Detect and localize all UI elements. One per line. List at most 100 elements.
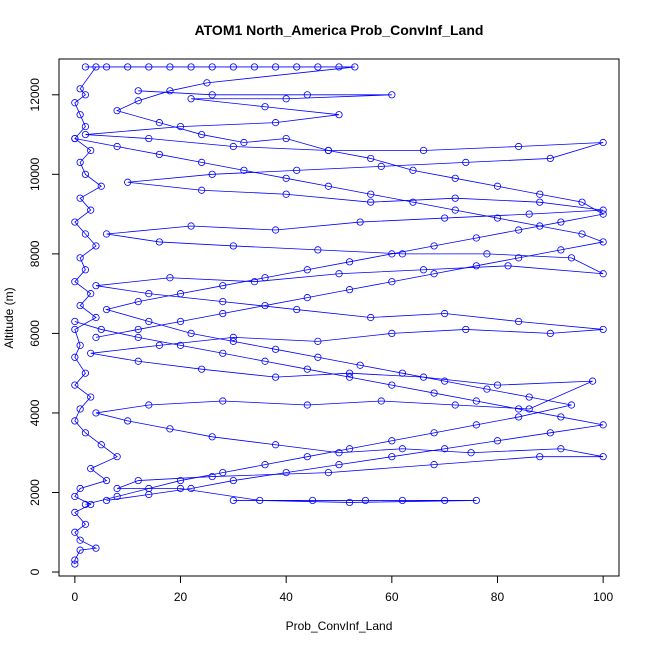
data-point: [97, 441, 105, 449]
data-point: [176, 290, 185, 298]
data-point: [493, 182, 502, 190]
data-point: [155, 238, 163, 246]
data-point: [102, 305, 111, 314]
data-point: [81, 369, 90, 377]
y-tick-label: 0: [28, 568, 42, 575]
data-point: [546, 429, 554, 437]
data-point: [462, 325, 470, 334]
data-point: [81, 500, 90, 509]
data-point: [546, 329, 554, 338]
data-point: [599, 325, 607, 334]
y-axis: 0 2000 4000 6000 8000 10000 12000: [28, 78, 59, 575]
data-point: [76, 341, 84, 349]
data-point: [261, 274, 269, 282]
data-point: [145, 290, 153, 298]
data-point: [97, 182, 105, 190]
data-point: [451, 206, 459, 214]
data-point: [208, 91, 216, 99]
data-point: [76, 194, 84, 202]
data-point: [345, 445, 354, 453]
data-point: [187, 95, 195, 103]
data-point: [124, 417, 132, 425]
data-point: [441, 496, 449, 505]
data-point: [303, 294, 311, 302]
data-point: [493, 437, 502, 445]
data-point: [515, 413, 523, 421]
data-point: [71, 508, 79, 516]
data-point: [557, 445, 565, 453]
data-point: [536, 190, 544, 198]
data-point: [81, 130, 90, 139]
data-point: [113, 492, 121, 501]
data-point: [102, 476, 111, 485]
data-point: [176, 123, 185, 131]
data-point: [441, 445, 449, 453]
data-point: [71, 134, 79, 143]
data-point: [145, 484, 153, 493]
data-point: [314, 63, 322, 71]
data-point: [145, 63, 153, 71]
data-point: [472, 262, 480, 270]
data-point: [155, 150, 163, 159]
data-point: [166, 63, 174, 71]
data-point: [441, 214, 449, 222]
data-point: [229, 242, 237, 250]
data-point: [87, 290, 95, 298]
data-point: [557, 246, 565, 254]
data-point: [345, 369, 354, 377]
data-point: [335, 461, 343, 469]
data-point: [102, 496, 111, 505]
data-point: [76, 301, 84, 310]
data-point: [166, 87, 174, 95]
data-point: [71, 353, 79, 361]
data-point: [176, 317, 185, 326]
data-point: [388, 381, 396, 389]
data-point: [525, 210, 533, 218]
series-line: [85, 90, 604, 503]
data-point: [493, 214, 502, 222]
data-point: [367, 198, 375, 206]
data-point: [198, 130, 206, 139]
data-point: [71, 278, 79, 286]
series-line: [85, 66, 605, 505]
data-point: [81, 266, 90, 274]
data-point: [113, 142, 121, 151]
data-point: [515, 142, 523, 151]
data-point: [430, 389, 438, 397]
data-point: [472, 234, 480, 242]
data-point: [208, 472, 216, 481]
data-point: [219, 282, 227, 290]
data-point: [367, 313, 375, 322]
y-tick-label: 10000: [28, 157, 42, 191]
y-tick-label: 12000: [28, 78, 42, 112]
data-point: [472, 421, 480, 429]
data-point: [261, 357, 269, 365]
data-point: [113, 453, 121, 461]
data-point: [187, 329, 195, 338]
data-point: [430, 242, 438, 250]
data-point: [599, 453, 607, 461]
data-point: [515, 226, 523, 234]
data-point: [419, 266, 428, 274]
y-tick-label: 4000: [28, 399, 42, 426]
data-point: [314, 353, 322, 361]
data-point: [71, 317, 79, 326]
data-point: [388, 437, 396, 445]
data-point: [272, 63, 280, 71]
data-point: [303, 266, 311, 274]
data-point: [76, 536, 84, 544]
data-point: [187, 484, 195, 493]
data-point: [282, 174, 290, 182]
x-axis-label: Prob_ConvInf_Land: [286, 619, 393, 633]
data-point: [293, 305, 301, 314]
data-point: [377, 162, 385, 170]
data-point: [71, 417, 79, 425]
data-point: [219, 297, 227, 306]
data-point: [272, 119, 280, 127]
data-point: [345, 286, 354, 294]
data-point: [557, 413, 565, 421]
data-point: [87, 500, 95, 509]
data-point: [467, 449, 475, 457]
data-point: [293, 166, 301, 174]
